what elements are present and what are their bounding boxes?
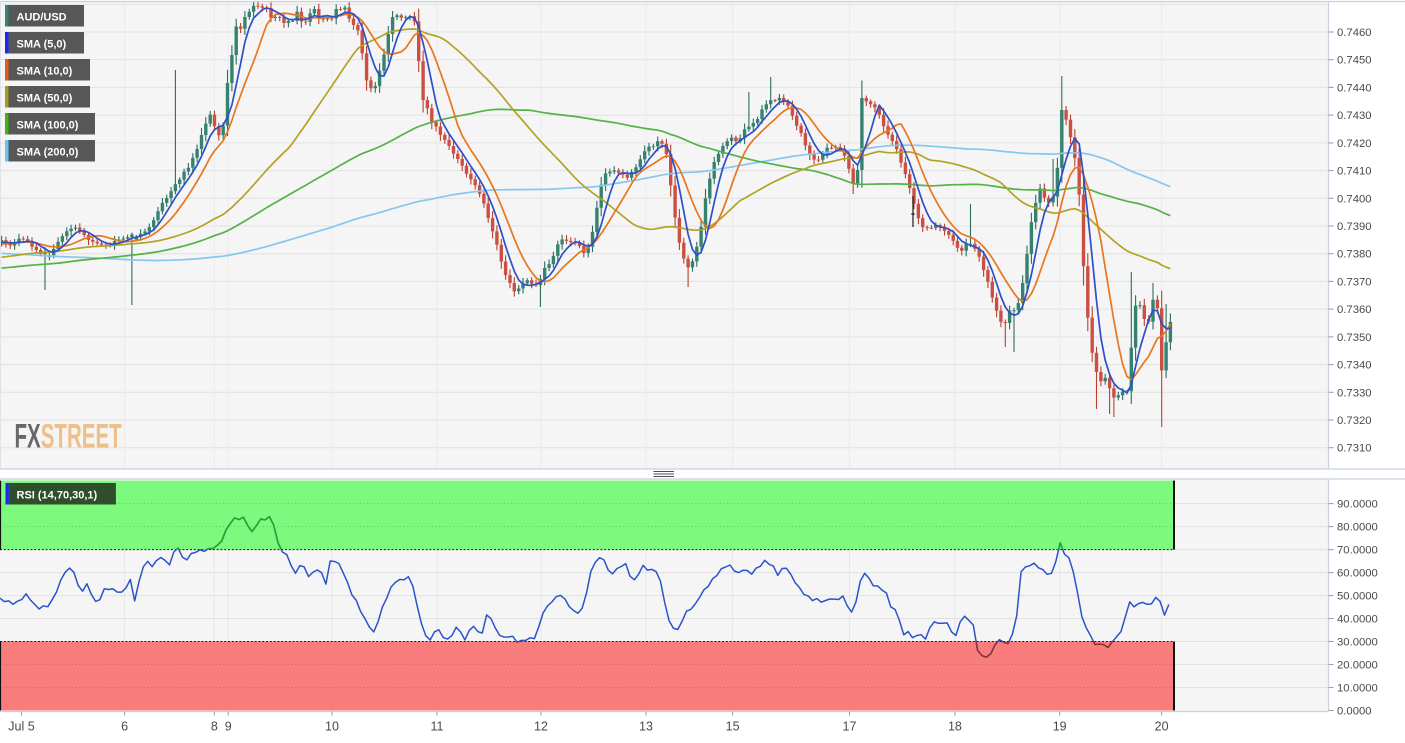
svg-text:0.7390: 0.7390 <box>1337 221 1372 233</box>
svg-text:30.0000: 30.0000 <box>1337 637 1378 649</box>
svg-text:0.7380: 0.7380 <box>1337 249 1372 261</box>
svg-text:0.7450: 0.7450 <box>1337 55 1372 67</box>
svg-text:Jul 5: Jul 5 <box>8 720 34 734</box>
svg-text:0.7410: 0.7410 <box>1337 166 1372 178</box>
svg-text:0.0000: 0.0000 <box>1337 706 1372 718</box>
svg-text:19: 19 <box>1053 720 1067 734</box>
svg-text:0.7460: 0.7460 <box>1337 27 1372 39</box>
svg-text:0.7350: 0.7350 <box>1337 332 1372 344</box>
svg-text:20: 20 <box>1155 720 1169 734</box>
svg-text:FXSTREET: FXSTREET <box>15 417 123 456</box>
svg-text:0.7370: 0.7370 <box>1337 276 1372 288</box>
svg-text:SMA (50,0): SMA (50,0) <box>17 93 73 105</box>
svg-text:50.0000: 50.0000 <box>1337 591 1378 603</box>
svg-text:0.7440: 0.7440 <box>1337 82 1372 94</box>
svg-text:0.7420: 0.7420 <box>1337 138 1372 150</box>
svg-text:9: 9 <box>225 720 232 734</box>
svg-text:0.7430: 0.7430 <box>1337 110 1372 122</box>
svg-text:6: 6 <box>121 720 128 734</box>
svg-text:10: 10 <box>325 720 339 734</box>
svg-text:0.7310: 0.7310 <box>1337 443 1372 455</box>
svg-text:0.7340: 0.7340 <box>1337 360 1372 372</box>
svg-text:SMA (200,0): SMA (200,0) <box>17 147 79 159</box>
svg-text:13: 13 <box>639 720 653 734</box>
svg-text:AUD/USD: AUD/USD <box>17 12 67 24</box>
svg-text:18: 18 <box>948 720 962 734</box>
svg-text:15: 15 <box>726 720 740 734</box>
svg-text:11: 11 <box>431 720 444 734</box>
svg-text:12: 12 <box>534 720 548 734</box>
svg-text:SMA (100,0): SMA (100,0) <box>17 120 79 132</box>
svg-text:0.7330: 0.7330 <box>1337 387 1372 399</box>
svg-text:70.0000: 70.0000 <box>1337 545 1378 557</box>
svg-text:0.7360: 0.7360 <box>1337 304 1372 316</box>
svg-text:0.7400: 0.7400 <box>1337 193 1372 205</box>
svg-text:RSI (14,70,30,1): RSI (14,70,30,1) <box>17 490 98 502</box>
svg-text:17: 17 <box>843 720 857 734</box>
svg-text:80.0000: 80.0000 <box>1337 522 1378 534</box>
svg-text:40.0000: 40.0000 <box>1337 614 1378 626</box>
svg-text:90.0000: 90.0000 <box>1337 499 1378 511</box>
svg-text:10.0000: 10.0000 <box>1337 683 1378 695</box>
svg-text:SMA (10,0): SMA (10,0) <box>17 66 73 78</box>
svg-text:SMA (5,0): SMA (5,0) <box>17 39 67 51</box>
svg-text:60.0000: 60.0000 <box>1337 568 1378 580</box>
svg-text:8: 8 <box>211 720 218 734</box>
svg-text:0.7320: 0.7320 <box>1337 415 1372 427</box>
svg-text:20.0000: 20.0000 <box>1337 660 1378 672</box>
